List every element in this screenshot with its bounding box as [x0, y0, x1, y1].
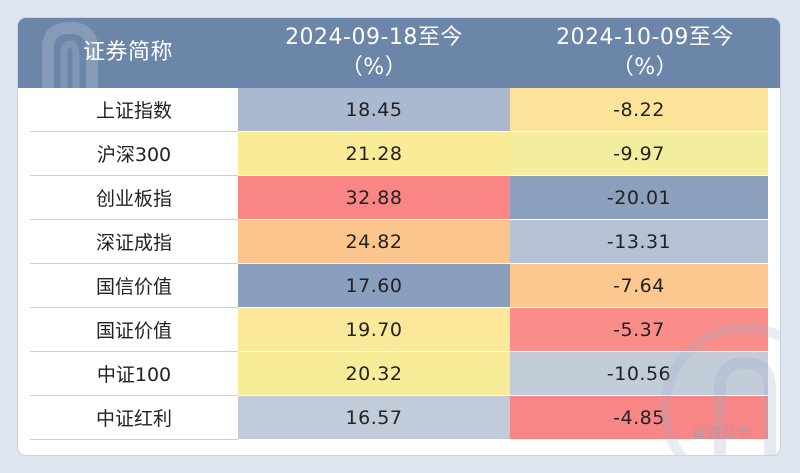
return-since-0918-cell: 19.70 [238, 308, 510, 351]
security-name-cell: 国证价值 [30, 308, 238, 352]
header-since-2024-09-18: 2024-09-18至今 （%） [238, 18, 510, 88]
return-since-0918-cell: 24.82 [238, 220, 510, 263]
header-col1-line2: （%） [340, 55, 408, 80]
return-since-1009-cell: -4.85 [510, 396, 768, 439]
header-security-name-label: 证券简称 [82, 40, 173, 65]
return-since-0918-cell: 20.32 [238, 352, 510, 395]
header-col2-line1: 2024-10-09至今 [556, 25, 734, 50]
security-name-cell: 深证成指 [30, 220, 238, 264]
header-since-2024-10-09: 2024-10-09至今 （%） [510, 18, 780, 88]
returns-table-card: 证券简称 2024-09-18至今 （%） 2024-10-09至今 （%） 上… [18, 18, 780, 455]
return-since-1009-cell: -8.22 [510, 88, 768, 131]
security-name-cell: 中证红利 [30, 396, 238, 440]
header-security-name: 证券简称 [18, 18, 238, 88]
header-col2-line2: （%） [611, 55, 679, 80]
table-row: 深证成指 24.82 -13.31 [18, 220, 780, 264]
return-since-1009-cell: -13.31 [510, 220, 768, 263]
table-row: 创业板指 32.88 -20.01 [18, 176, 780, 220]
table-row: 中证红利 16.57 -4.85 [18, 396, 780, 440]
return-since-0918-cell: 16.57 [238, 396, 510, 439]
table-row: 上证指数 18.45 -8.22 [18, 88, 780, 132]
table-row: 沪深300 21.28 -9.97 [18, 132, 780, 176]
table-row: 国信价值 17.60 -7.64 [18, 264, 780, 308]
watermark-text: 富国基金 [692, 426, 752, 442]
return-since-1009-cell: -20.01 [510, 176, 768, 219]
security-name-cell: 中证100 [30, 352, 238, 396]
return-since-0918-cell: 21.28 [238, 132, 510, 175]
return-since-1009-cell: -10.56 [510, 352, 768, 395]
return-since-1009-cell: -9.97 [510, 132, 768, 175]
return-since-1009-cell: -7.64 [510, 264, 768, 307]
return-since-1009-cell: -5.37 [510, 308, 768, 351]
security-name-cell: 国信价值 [30, 264, 238, 308]
security-name-cell: 创业板指 [30, 176, 238, 220]
return-since-0918-cell: 32.88 [238, 176, 510, 219]
table-row: 中证100 20.32 -10.56 [18, 352, 780, 396]
header-col1-line1: 2024-09-18至今 [285, 25, 463, 50]
table-row: 国证价值 19.70 -5.37 [18, 308, 780, 352]
return-since-0918-cell: 18.45 [238, 88, 510, 131]
return-since-0918-cell: 17.60 [238, 264, 510, 307]
security-name-cell: 沪深300 [30, 132, 238, 176]
security-name-cell: 上证指数 [30, 88, 238, 132]
table-header: 证券简称 2024-09-18至今 （%） 2024-10-09至今 （%） [18, 18, 780, 88]
